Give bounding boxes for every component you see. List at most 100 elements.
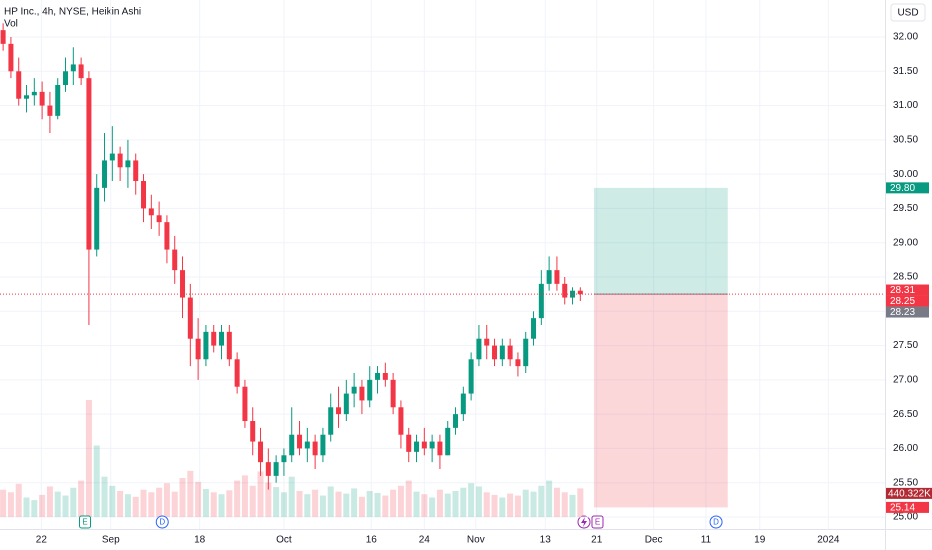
volume-bar <box>460 487 467 517</box>
volume-bar <box>156 487 163 517</box>
x-tick-label: Dec <box>645 535 663 546</box>
price-label-box <box>886 182 929 194</box>
volume-bar <box>148 492 155 517</box>
candle-body <box>125 160 131 168</box>
volume-bar <box>327 486 334 517</box>
split-icon <box>577 515 591 529</box>
volume-bar <box>507 493 514 517</box>
volume-bar <box>187 470 194 517</box>
candle-body <box>39 91 45 106</box>
volume-bar <box>23 497 30 517</box>
volume-bar <box>514 495 521 517</box>
volume-bar <box>569 494 576 517</box>
candle-body <box>468 359 474 394</box>
volume-bar <box>257 471 264 517</box>
volume-bar <box>163 483 170 517</box>
volume-bar <box>351 488 358 517</box>
event-marker <box>155 515 169 529</box>
volume-bar <box>343 493 350 517</box>
price-label: 25.14 <box>890 503 915 514</box>
candle-body <box>0 30 6 44</box>
volume-bar <box>70 487 77 517</box>
candle-body <box>55 85 61 116</box>
candle-body <box>195 338 201 360</box>
x-tick-label: 16 <box>366 535 378 546</box>
y-tick-label: 25.50 <box>893 477 918 488</box>
candle-body <box>562 283 568 298</box>
volume-bar <box>530 491 537 517</box>
event-label: E <box>595 518 600 527</box>
event-label: D <box>713 518 719 527</box>
volume-label: 440.322K <box>888 489 931 500</box>
x-tick-label: 18 <box>194 535 206 546</box>
candle-body <box>281 455 287 463</box>
volume-label-box <box>886 487 932 499</box>
volume-bar <box>366 491 373 517</box>
volume-bar <box>195 481 202 517</box>
candle-body <box>421 441 427 449</box>
volume-bar <box>39 494 46 517</box>
volume-bar <box>54 491 61 517</box>
currency-label[interactable]: USD <box>897 8 918 19</box>
candle-body <box>297 434 303 449</box>
candle-body <box>492 345 498 360</box>
y-tick-label: 25.00 <box>893 512 918 523</box>
volume-bar <box>78 480 85 517</box>
x-tick-label: 24 <box>419 535 431 546</box>
y-tick-label: 31.00 <box>893 100 918 111</box>
stop-loss-zone <box>593 294 728 508</box>
candle-body <box>258 441 264 463</box>
volume-bar <box>117 491 124 517</box>
volume-bar <box>413 491 420 517</box>
y-tick-label: 28.50 <box>893 272 918 283</box>
y-tick-label: 27.00 <box>893 374 918 385</box>
x-tick-label: Nov <box>467 535 485 546</box>
candle-body <box>336 407 342 415</box>
volume-bar <box>499 497 506 517</box>
volume-bar <box>335 491 342 517</box>
candle-body <box>265 462 271 476</box>
event-label: D <box>159 518 165 527</box>
candle-body <box>86 78 92 250</box>
price-label: 28.23 <box>890 307 915 318</box>
x-tick-label: 13 <box>540 535 552 546</box>
volume-bar <box>210 492 217 517</box>
volume-bar <box>280 492 287 517</box>
candle-body <box>445 427 451 456</box>
candle-body <box>8 43 14 72</box>
volume-bar <box>171 491 178 517</box>
volume-bar <box>312 489 319 517</box>
candle-body <box>164 222 170 250</box>
price-label-box <box>886 306 929 318</box>
x-tick-label: 19 <box>754 535 766 546</box>
price-label-box <box>886 295 929 307</box>
candle-body <box>289 434 295 456</box>
volume-bar <box>218 494 225 517</box>
volume-bar <box>436 489 443 517</box>
volume-bar <box>0 489 7 517</box>
volume-bar <box>374 492 381 517</box>
volume-bar <box>483 492 490 517</box>
volume-bar <box>452 491 459 517</box>
candle-body <box>312 441 318 456</box>
volume-title: Vol <box>4 19 18 30</box>
candle-body <box>546 270 552 284</box>
currency-button[interactable] <box>890 3 926 22</box>
candle-body <box>133 160 139 182</box>
volume-bar <box>468 483 475 517</box>
candle-body <box>47 105 53 116</box>
candle-body <box>70 64 76 72</box>
candle-body <box>234 359 240 387</box>
y-tick-label: 29.50 <box>893 203 918 214</box>
candle-body <box>437 441 443 456</box>
volume-bar <box>46 486 53 517</box>
candle-body <box>523 338 529 367</box>
volume-bar <box>124 494 131 517</box>
y-tick-label: 30.50 <box>893 134 918 145</box>
candle-body <box>242 386 248 421</box>
candle-body <box>507 345 513 360</box>
y-tick-label: 32.00 <box>893 32 918 43</box>
volume-bar <box>179 478 186 517</box>
volume-bar <box>101 476 108 517</box>
